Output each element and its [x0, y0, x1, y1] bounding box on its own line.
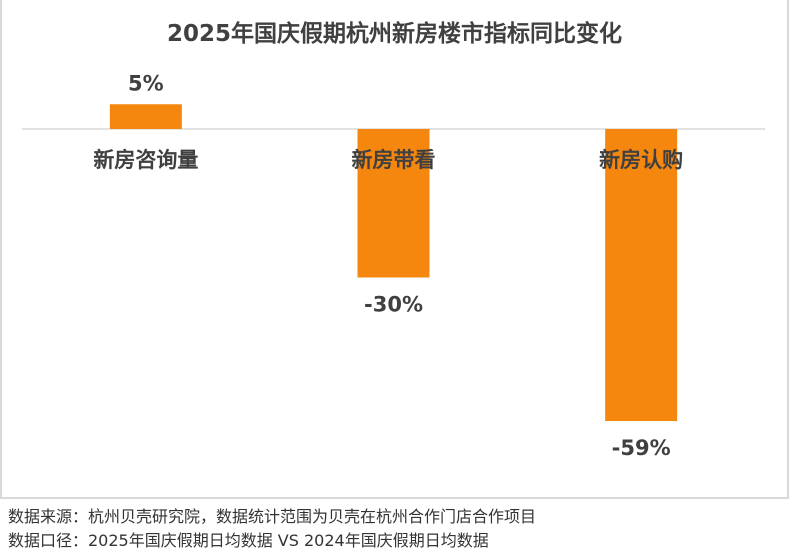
bar-1 [357, 129, 430, 278]
data-label: -30% [364, 293, 423, 317]
category-label: 新房带看 [352, 148, 436, 172]
data-label: 5% [128, 71, 164, 95]
footer-scope: 数据口径：2025年国庆假期日均数据 VS 2024年国庆假期日均数据 [8, 531, 489, 550]
footer-source: 数据来源：杭州贝壳研究院，数据统计范围为贝壳在杭州合作门店合作项目 [8, 507, 537, 526]
bar-plot: 5% 新房咨询量 -30% 新房带看 -59% 新房认购 [22, 71, 765, 460]
category-label: 新房咨询量 [93, 148, 198, 172]
category-label: 新房认购 [599, 148, 683, 172]
chart-title: 2025年国庆假期杭州新房楼市指标同比变化 [166, 21, 622, 47]
data-label: -59% [612, 436, 671, 460]
bar-0 [109, 104, 182, 129]
bar-2 [605, 129, 678, 422]
